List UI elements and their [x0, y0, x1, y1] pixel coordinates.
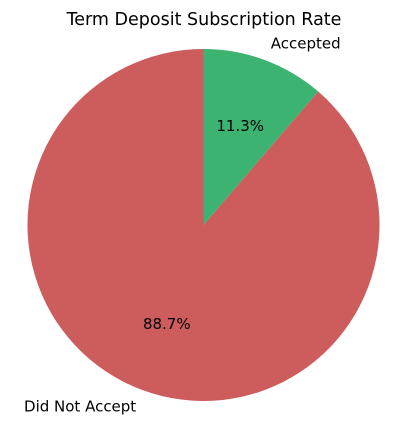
- slice-label-did-not-accept: Did Not Accept: [24, 398, 136, 416]
- pie-labels: 11.3% Accepted 88.7% Did Not Accept: [24, 34, 341, 415]
- slice-label-accepted: Accepted: [271, 34, 341, 52]
- percent-label-did-not-accept: 88.7%: [143, 315, 191, 333]
- chart-title: Term Deposit Subscription Rate: [66, 10, 342, 30]
- percent-label-accepted: 11.3%: [216, 117, 264, 135]
- pie-slices: [27, 49, 380, 402]
- pie-slice-did-not-accept: [27, 49, 380, 402]
- pie-slice-accepted: [203, 49, 319, 225]
